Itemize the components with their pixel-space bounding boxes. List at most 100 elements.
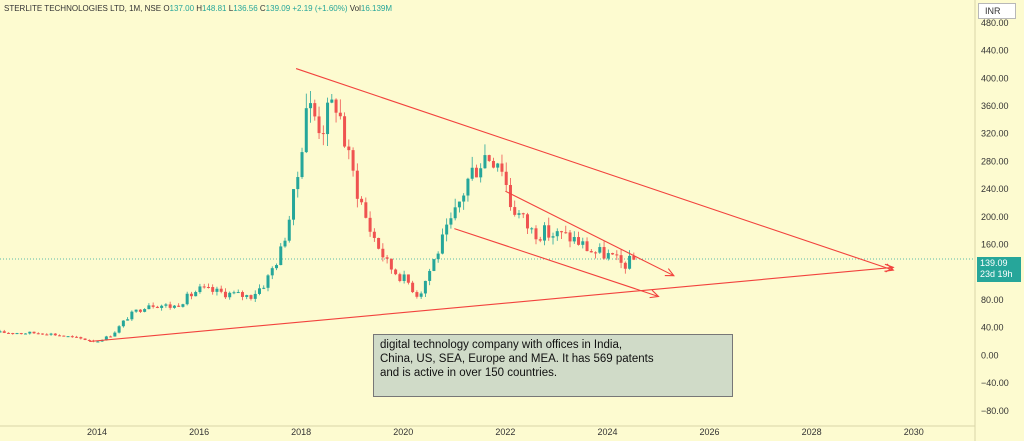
candle-body xyxy=(2,331,6,333)
x-tick-label: 2030 xyxy=(904,427,924,437)
candle-body xyxy=(381,248,385,258)
y-tick-label: −80.00 xyxy=(981,406,1009,416)
candle-body xyxy=(623,262,627,269)
candle-body xyxy=(300,152,304,178)
candle-body xyxy=(377,237,381,249)
candle-body xyxy=(143,309,147,312)
candle-body xyxy=(589,251,593,253)
candle-body xyxy=(551,236,555,238)
candle-body xyxy=(87,339,91,341)
high-label: H xyxy=(196,4,203,13)
candle-body xyxy=(385,257,389,259)
grid xyxy=(0,0,976,441)
trendline-channel-lower xyxy=(454,228,659,297)
candle-body xyxy=(36,333,40,335)
candle-body xyxy=(126,319,130,321)
candle-body xyxy=(189,293,193,297)
candle-body xyxy=(449,218,453,225)
candle-body xyxy=(423,280,427,294)
candle-body xyxy=(121,320,125,327)
candle-body xyxy=(58,335,62,337)
candle-body xyxy=(572,237,576,242)
candle-body xyxy=(445,224,449,235)
candle-body xyxy=(257,288,261,294)
candle-body xyxy=(411,282,415,293)
candle-body xyxy=(538,239,542,241)
candle-body xyxy=(560,231,564,233)
candle-body xyxy=(219,288,223,292)
y-tick-label: 480.00 xyxy=(981,18,1009,28)
candle-body xyxy=(525,214,529,229)
candle-body xyxy=(355,170,359,199)
candle-body xyxy=(53,333,57,336)
trendline-arrowhead xyxy=(649,289,660,299)
candle-body xyxy=(177,305,181,307)
candle-body xyxy=(517,213,521,215)
candle-body xyxy=(479,168,483,178)
candle-body xyxy=(483,155,487,169)
trendline-long-term-support xyxy=(89,266,894,343)
y-tick-label: 200.00 xyxy=(981,212,1009,222)
candle-body xyxy=(266,275,270,288)
candle-body xyxy=(568,232,572,242)
candle-body xyxy=(338,112,342,117)
currency-selector[interactable]: INR xyxy=(978,3,1016,19)
x-tick-label: 2024 xyxy=(597,427,617,437)
candle-body xyxy=(28,331,32,334)
last-price-tag: 139.09 23d 19h xyxy=(977,257,1021,282)
candle-body xyxy=(606,253,610,259)
open-label: O xyxy=(163,4,170,13)
candle-body xyxy=(104,336,108,341)
candle-body xyxy=(49,333,53,335)
candle-body xyxy=(138,309,142,312)
note-line-3: and is active in over 150 countries. xyxy=(380,367,558,379)
company-note[interactable]: digital technology company with offices … xyxy=(373,334,733,397)
trendline-arrowhead xyxy=(884,263,895,273)
y-tick-label: 400.00 xyxy=(981,73,1009,83)
candle-body xyxy=(296,177,300,190)
candle-body xyxy=(334,99,338,113)
candle-body xyxy=(249,295,253,299)
candle-body xyxy=(360,198,364,203)
candle-body xyxy=(432,259,436,271)
candle-body xyxy=(496,163,500,168)
candle-body xyxy=(240,292,244,297)
candle-body xyxy=(343,116,347,147)
y-tick-label: 440.00 xyxy=(981,46,1009,56)
candle-body xyxy=(309,103,313,109)
candle-body xyxy=(172,305,176,308)
note-line-1: digital technology company with offices … xyxy=(380,339,623,351)
candle-body xyxy=(41,333,45,335)
candle-body xyxy=(292,189,296,220)
candle-body xyxy=(389,258,393,270)
candle-body xyxy=(304,108,308,153)
candle-body xyxy=(113,332,117,337)
candle-body xyxy=(313,103,317,117)
candle-body xyxy=(32,331,36,334)
symbol-header: STERLITE TECHNOLOGIES LTD, 1M, NSE O137.… xyxy=(4,4,392,13)
candle-body xyxy=(245,295,249,297)
trendline-channel-upper xyxy=(505,190,675,277)
candle-body xyxy=(402,274,406,281)
candle-body xyxy=(555,231,559,237)
candle-body xyxy=(406,274,410,283)
candle-body xyxy=(66,336,70,338)
bar-countdown: 23d 19h xyxy=(980,269,1013,279)
candles xyxy=(0,90,636,343)
candle-body xyxy=(602,247,606,259)
candle-body xyxy=(428,270,432,281)
candle-body xyxy=(83,338,87,340)
candle-body xyxy=(147,305,151,310)
x-tick-label: 2022 xyxy=(495,427,515,437)
y-tick-label: 80.00 xyxy=(981,295,1004,305)
candle-body xyxy=(615,254,619,256)
candle-body xyxy=(24,333,28,335)
candle-body xyxy=(228,292,232,298)
candle-body xyxy=(262,287,266,289)
candle-body xyxy=(628,255,632,269)
y-tick-label: −40.00 xyxy=(981,378,1009,388)
candle-body xyxy=(457,201,461,208)
candle-body xyxy=(7,332,11,334)
